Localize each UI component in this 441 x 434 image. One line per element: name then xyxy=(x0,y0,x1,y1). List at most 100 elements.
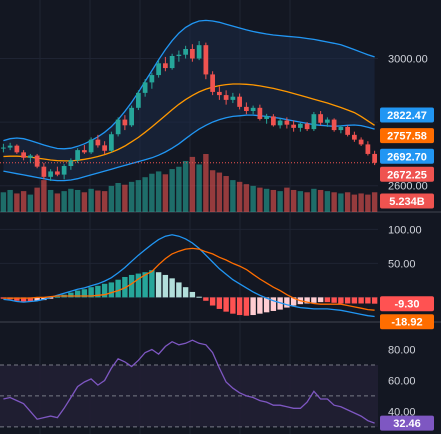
macd-histogram-bar xyxy=(371,297,378,304)
macd-histogram-bar xyxy=(338,297,344,304)
candle-body xyxy=(196,45,202,59)
volume-bar xyxy=(297,191,304,212)
candle-body xyxy=(277,120,283,126)
volume-bar xyxy=(162,174,169,212)
volume-bar xyxy=(155,171,162,212)
candle-body xyxy=(149,75,155,83)
macd-histogram-bar xyxy=(277,297,283,310)
macd-histogram-bar xyxy=(230,297,236,314)
macd-histogram-bar xyxy=(196,296,202,298)
candle-body xyxy=(183,48,188,55)
candle-body xyxy=(156,63,161,76)
candle-body xyxy=(291,124,296,128)
volume-bar xyxy=(149,173,155,212)
volume-bar xyxy=(344,192,351,212)
rsi-panel[interactable] xyxy=(0,339,378,428)
macd-histogram-bar xyxy=(108,282,115,298)
macd-histogram-bar xyxy=(81,289,88,298)
macd-badge: -18.92 xyxy=(391,317,422,329)
volume-bar xyxy=(128,181,135,212)
volume-bar xyxy=(317,189,324,212)
rsi-axis-tick: 40.00 xyxy=(388,406,416,418)
candle-body xyxy=(136,92,141,108)
volume-bar xyxy=(20,191,27,212)
candle-body xyxy=(304,123,310,130)
volume-bar xyxy=(277,191,283,212)
volume-bar xyxy=(142,177,148,212)
price-scale[interactable]: 3000.00 2600.00 100.00 50.00 80.00 60.00 40.00 xyxy=(388,54,428,419)
candle-body xyxy=(7,145,13,148)
volume-bar xyxy=(182,160,189,212)
volume-bar xyxy=(176,166,182,212)
macd-histogram-bar xyxy=(331,297,337,303)
volume-bar xyxy=(358,193,364,212)
macd-histogram-bar xyxy=(176,282,182,298)
volume-bar xyxy=(74,189,81,212)
macd-histogram-bar xyxy=(344,297,351,304)
volume-bar xyxy=(338,193,344,212)
macd-histogram-bar xyxy=(115,279,121,298)
macd-histogram-bar xyxy=(182,287,189,298)
macd-badge: -9.30 xyxy=(394,299,419,311)
candle-body xyxy=(176,54,182,56)
volume-bar xyxy=(250,185,256,212)
macd-histogram-bar xyxy=(95,285,101,298)
volume-bar xyxy=(95,190,101,212)
candle-body xyxy=(28,155,33,158)
candle-body xyxy=(331,119,337,131)
volume-bar xyxy=(81,192,88,212)
macd-histogram-bar xyxy=(68,292,74,298)
rsi-axis-tick: 60.00 xyxy=(388,375,416,387)
macd-histogram-bar xyxy=(54,296,61,298)
macd-histogram-bar xyxy=(236,297,243,316)
volume-bar xyxy=(169,169,175,212)
volume-bar xyxy=(311,188,317,212)
macd-histogram-bar xyxy=(284,297,290,308)
candle-body xyxy=(34,155,40,167)
volume-bar xyxy=(270,189,277,212)
rsi-axis-tick: 80.00 xyxy=(388,344,416,356)
candle-body xyxy=(61,166,67,175)
candle-body xyxy=(338,126,344,131)
volume-bar xyxy=(27,194,34,212)
volume-bar xyxy=(257,187,263,212)
volume-bar xyxy=(304,192,310,212)
volume-bar xyxy=(135,180,142,212)
candle-body xyxy=(109,134,114,151)
macd-histogram-bar xyxy=(74,290,81,298)
candle-body xyxy=(358,139,364,145)
volume-bar xyxy=(34,187,40,212)
volume-bar xyxy=(351,194,358,212)
price-badge: 2672.25 xyxy=(387,169,427,181)
volume-bar xyxy=(61,191,67,212)
macd-histogram-bar xyxy=(189,291,196,298)
price-axis-tick: 2600.00 xyxy=(388,181,428,193)
volume-bar xyxy=(230,180,236,212)
price-badge: 2757.58 xyxy=(387,131,427,143)
macd-histogram-bar xyxy=(351,297,358,304)
volume-bar xyxy=(101,191,108,212)
candle-body xyxy=(82,150,87,153)
candle-body xyxy=(298,123,303,128)
macd-panel[interactable] xyxy=(0,234,378,318)
volume-bar xyxy=(68,188,74,212)
candle-body xyxy=(1,147,6,149)
candle-body xyxy=(210,74,215,92)
volume-bar xyxy=(203,154,209,212)
price-panel[interactable] xyxy=(0,19,378,212)
candle-body xyxy=(244,106,249,111)
candle-body xyxy=(345,126,350,135)
volume-badge-box xyxy=(380,193,434,209)
volume-bar xyxy=(47,189,54,212)
macd-signal-line xyxy=(3,247,375,311)
bollinger-upper-line xyxy=(3,19,375,150)
volume-bar xyxy=(331,192,337,212)
macd-histogram-bar xyxy=(0,297,7,299)
volume-bar xyxy=(284,187,290,212)
macd-histogram-bar xyxy=(20,297,27,302)
volume-bar xyxy=(216,172,223,212)
rsi-badge-box xyxy=(380,415,434,431)
candle-body xyxy=(264,116,269,119)
volume-bar xyxy=(290,189,297,212)
